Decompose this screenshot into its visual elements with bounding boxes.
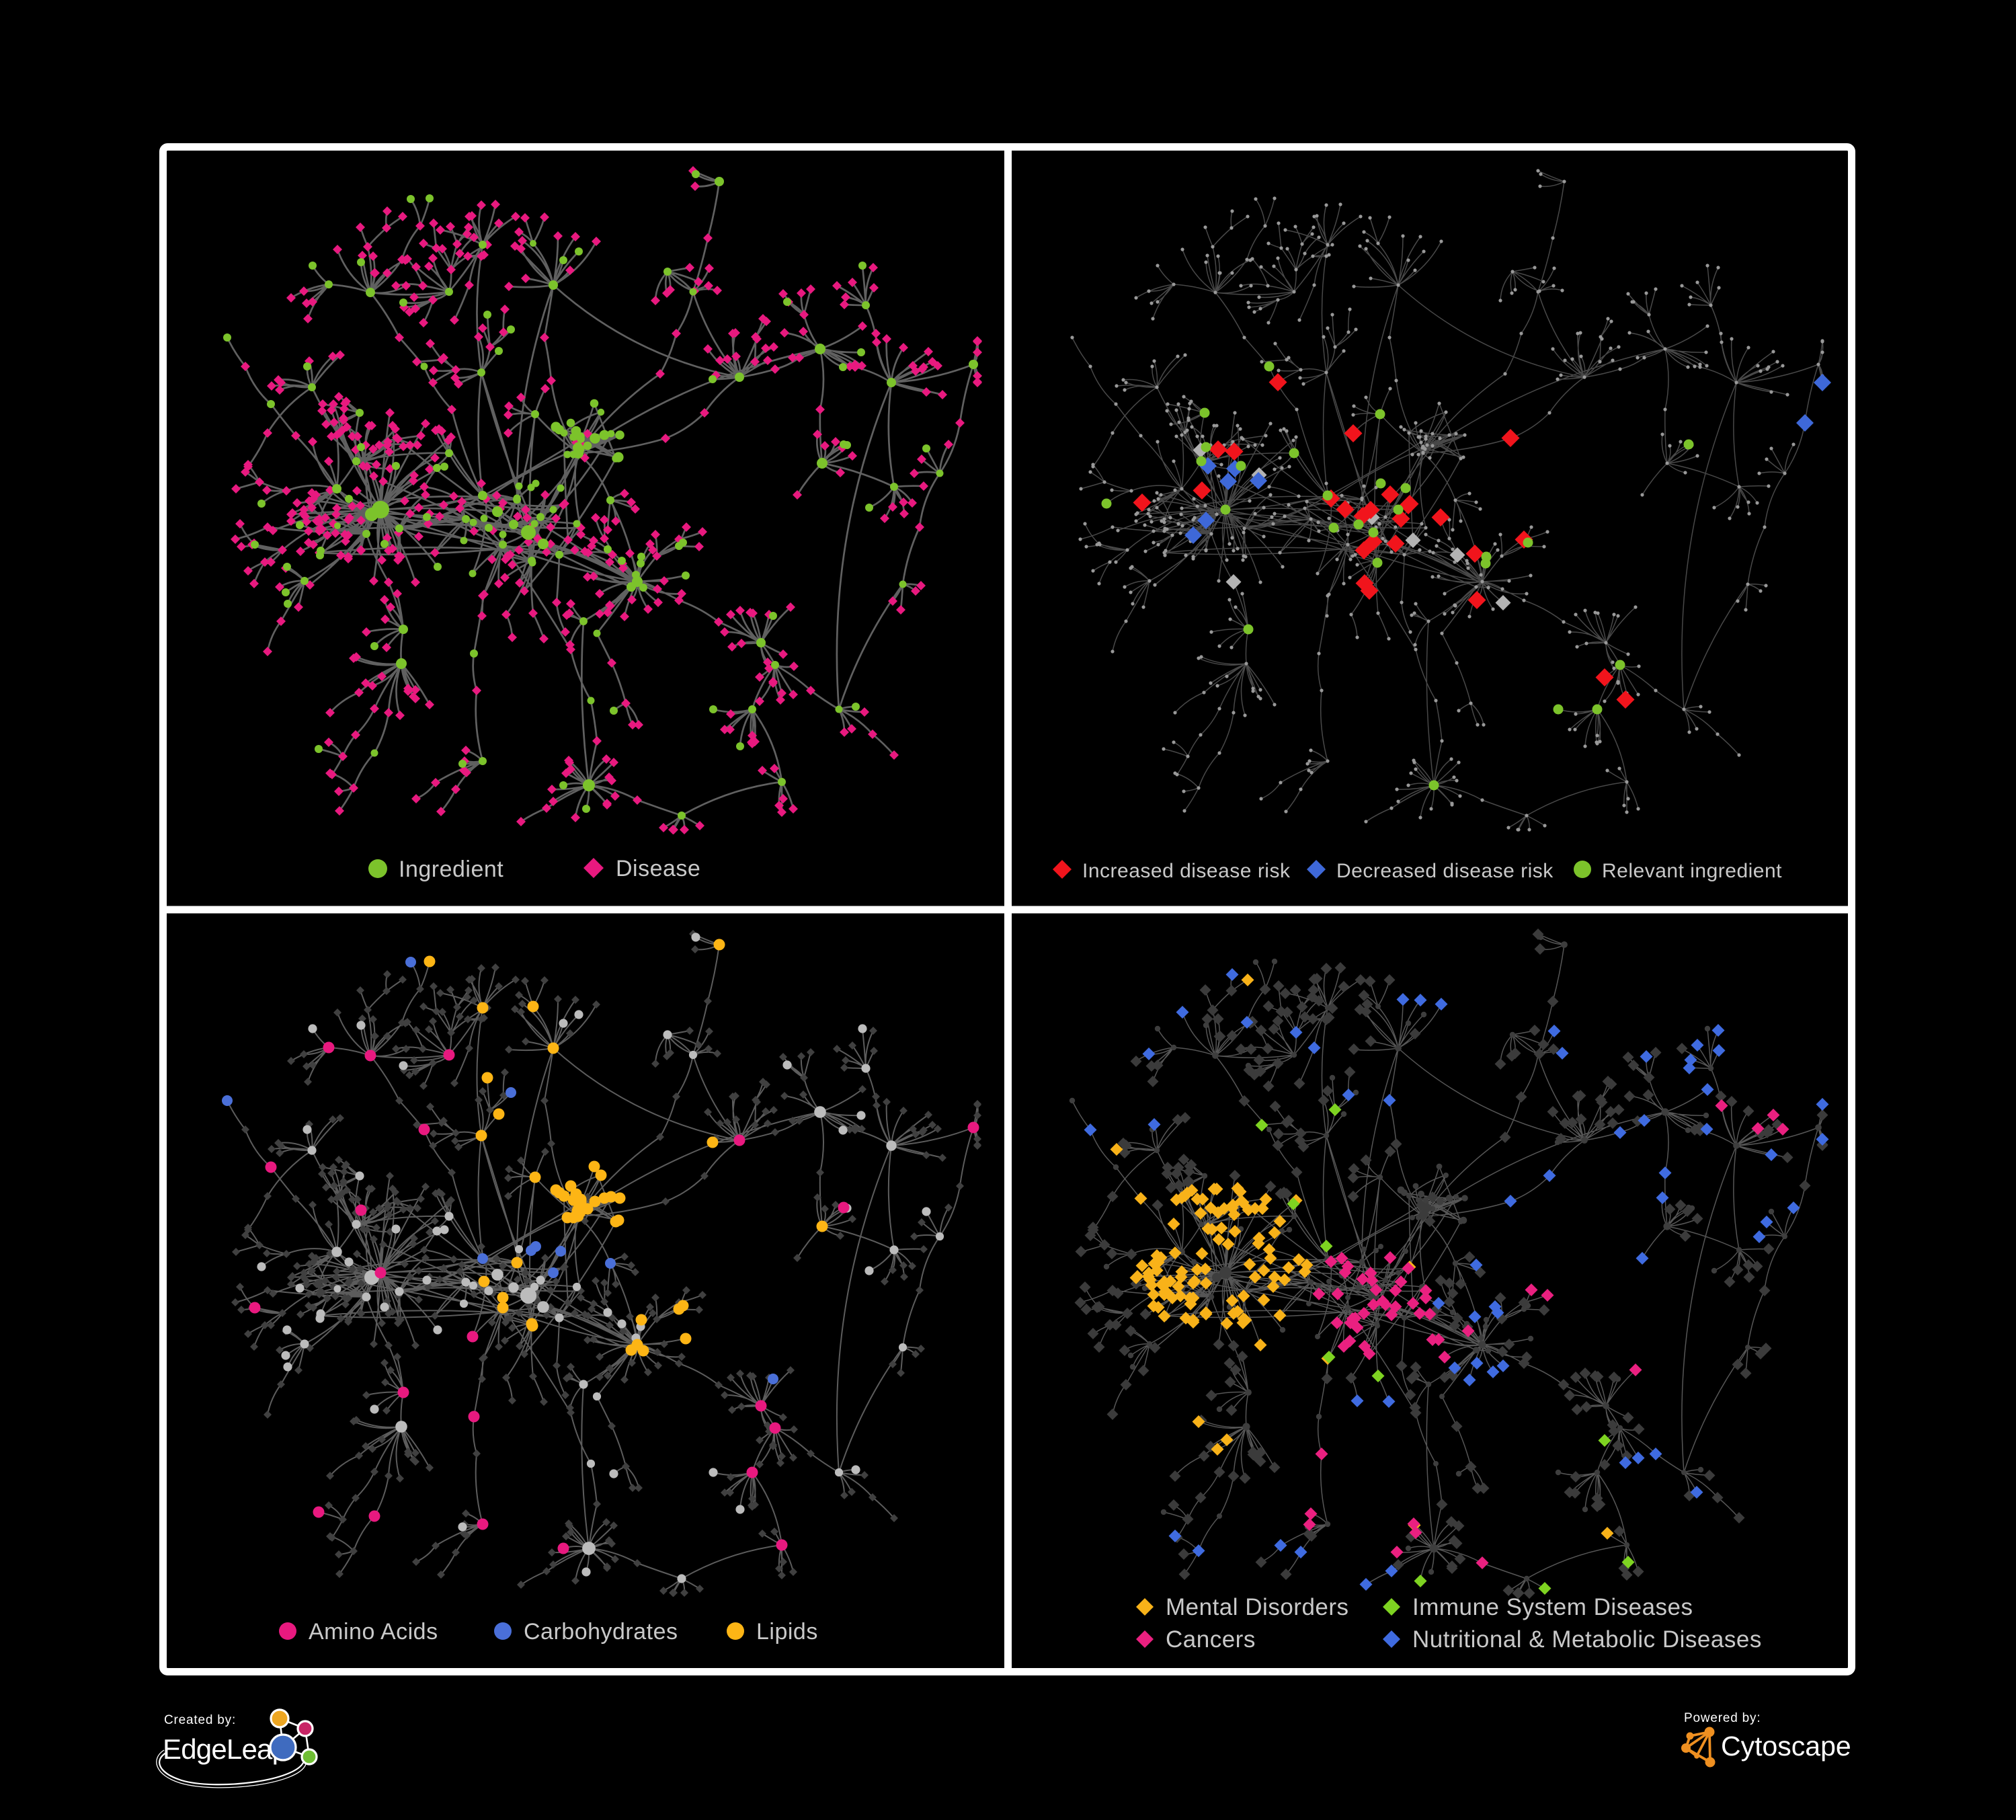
svg-text:Increased disease risk: Increased disease risk (1082, 860, 1291, 882)
svg-text:Lipids: Lipids (756, 1619, 818, 1645)
svg-text:Ingredient: Ingredient (399, 857, 503, 882)
svg-text:Cancers: Cancers (1166, 1626, 1256, 1653)
svg-text:Disease: Disease (616, 856, 700, 881)
svg-text:Cytoscape: Cytoscape (1721, 1731, 1851, 1762)
svg-text:Amino Acids: Amino Acids (309, 1619, 438, 1645)
svg-text:Mental Disorders: Mental Disorders (1166, 1594, 1349, 1620)
svg-text:Immune System Diseases: Immune System Diseases (1412, 1594, 1693, 1620)
svg-text:EdgeLeap: EdgeLeap (163, 1733, 287, 1765)
svg-text:Decreased disease risk: Decreased disease risk (1336, 860, 1554, 882)
svg-text:Carbohydrates: Carbohydrates (524, 1619, 678, 1645)
svg-text:Created by:: Created by: (164, 1713, 236, 1727)
svg-text:Nutritional & Metabolic Diseas: Nutritional & Metabolic Diseases (1412, 1626, 1762, 1653)
svg-text:Relevant ingredient: Relevant ingredient (1602, 860, 1782, 882)
svg-text:Powered by:: Powered by: (1684, 1711, 1761, 1725)
